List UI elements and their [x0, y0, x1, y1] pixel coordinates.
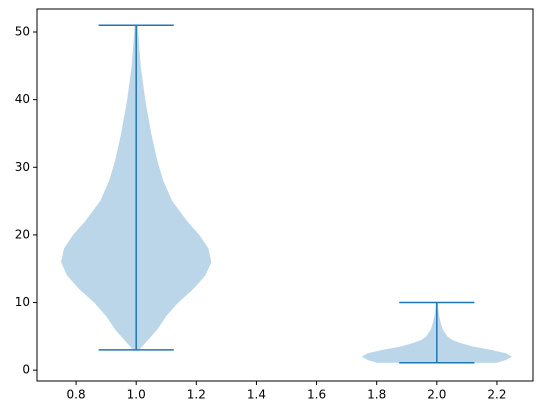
y-tick-label: 10	[15, 295, 30, 309]
x-tick-label: 1.4	[247, 388, 266, 402]
y-tick-label: 20	[15, 227, 30, 241]
x-tick-label: 1.2	[187, 388, 206, 402]
y-tick-label: 30	[15, 160, 30, 174]
plot-frame	[36, 8, 534, 382]
x-tick-label: 2.0	[427, 388, 446, 402]
x-tick-label: 1.8	[367, 388, 386, 402]
y-tick-label: 50	[15, 24, 30, 38]
x-tick-label: 1.0	[127, 388, 146, 402]
x-tick-label: 0.8	[67, 388, 86, 402]
y-tick-label: 0	[22, 363, 30, 377]
x-tick-label: 2.2	[487, 388, 506, 402]
y-tick-label: 40	[15, 92, 30, 106]
x-tick-label: 1.6	[307, 388, 326, 402]
